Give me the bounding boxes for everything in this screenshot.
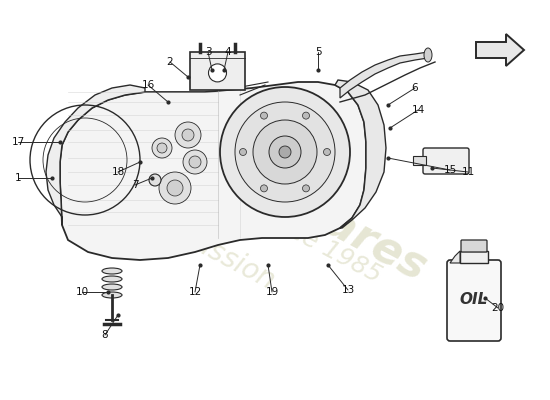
Polygon shape (450, 251, 460, 263)
Text: 12: 12 (188, 287, 202, 297)
Polygon shape (476, 34, 524, 66)
Circle shape (279, 146, 291, 158)
Text: 3: 3 (205, 47, 211, 57)
Circle shape (269, 136, 301, 168)
Circle shape (323, 148, 331, 156)
Text: 4: 4 (225, 47, 232, 57)
Circle shape (220, 87, 350, 217)
Circle shape (261, 185, 267, 192)
Text: OIL: OIL (460, 292, 488, 308)
Text: 7: 7 (131, 180, 138, 190)
Circle shape (302, 185, 310, 192)
Polygon shape (340, 52, 428, 98)
Circle shape (189, 156, 201, 168)
Circle shape (149, 174, 161, 186)
Text: 20: 20 (492, 303, 504, 313)
Text: a passion: a passion (150, 209, 280, 295)
Circle shape (152, 138, 172, 158)
Ellipse shape (102, 268, 122, 274)
Polygon shape (46, 85, 145, 225)
Text: 6: 6 (412, 83, 419, 93)
FancyBboxPatch shape (423, 148, 469, 174)
FancyBboxPatch shape (447, 260, 501, 341)
Text: 18: 18 (111, 167, 125, 177)
Ellipse shape (102, 284, 122, 290)
Bar (413, 156, 426, 165)
FancyBboxPatch shape (461, 240, 487, 252)
Circle shape (253, 120, 317, 184)
Text: 19: 19 (265, 287, 279, 297)
Circle shape (175, 122, 201, 148)
Ellipse shape (424, 48, 432, 62)
Text: 14: 14 (411, 105, 425, 115)
Circle shape (235, 102, 335, 202)
Ellipse shape (102, 292, 122, 298)
Text: 11: 11 (461, 167, 475, 177)
Circle shape (183, 150, 207, 174)
Circle shape (302, 112, 310, 119)
Circle shape (182, 129, 194, 141)
Bar (190, 52, 245, 90)
Text: 1: 1 (15, 173, 21, 183)
Polygon shape (335, 80, 386, 228)
Text: eurospares: eurospares (166, 120, 434, 290)
Text: 13: 13 (342, 285, 355, 295)
Text: 8: 8 (102, 330, 108, 340)
Circle shape (167, 180, 183, 196)
Ellipse shape (102, 276, 122, 282)
Circle shape (157, 143, 167, 153)
Text: 5: 5 (315, 47, 321, 57)
Circle shape (239, 148, 246, 156)
Text: 17: 17 (12, 137, 25, 147)
Text: since 1985: since 1985 (254, 202, 386, 288)
Bar (460, 251, 488, 263)
Polygon shape (60, 82, 366, 260)
Text: 16: 16 (141, 80, 155, 90)
Circle shape (261, 112, 267, 119)
Circle shape (208, 64, 227, 82)
Circle shape (159, 172, 191, 204)
Text: 2: 2 (167, 57, 173, 67)
Text: 10: 10 (75, 287, 89, 297)
Text: 15: 15 (443, 165, 456, 175)
